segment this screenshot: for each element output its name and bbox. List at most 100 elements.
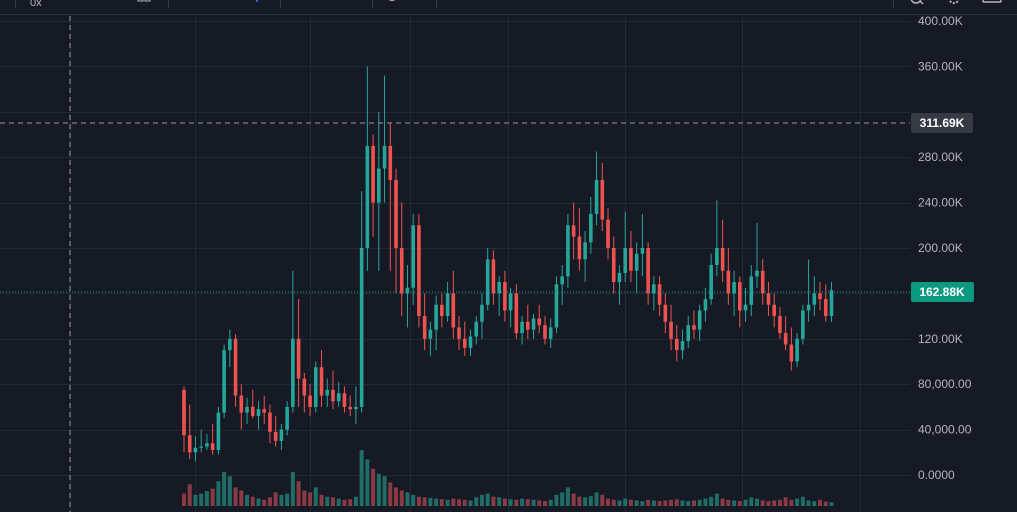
candle-body (726, 270, 731, 294)
candle-body (703, 299, 708, 311)
volume-bar (308, 492, 313, 506)
candle-body (634, 253, 639, 271)
price-axis-tick-label: 240.00K (918, 196, 963, 210)
price-axis-tick-label: 40,000.00 (918, 423, 972, 437)
candle-body (692, 325, 696, 330)
candle-body (680, 341, 685, 351)
candle-body (365, 145, 370, 248)
volume-bar (336, 498, 341, 506)
candle-body (319, 367, 324, 396)
volume-bar (634, 500, 639, 506)
volume-bar (330, 497, 335, 506)
crosshair-price-label: 311.69K (920, 116, 965, 130)
candle-body (457, 327, 461, 339)
volume-bar (319, 494, 324, 506)
candle-body (291, 338, 295, 407)
volume-bar (508, 499, 513, 506)
volume-bar (382, 476, 387, 506)
volume-bar (182, 493, 186, 506)
search-icon[interactable] (908, 0, 924, 10)
volume-bar (755, 498, 759, 506)
candle-body (554, 284, 559, 328)
volume-bar (548, 499, 553, 506)
candle-body (749, 276, 754, 305)
candle-body (548, 327, 553, 339)
candle-body (503, 282, 507, 311)
volume-bar (651, 500, 656, 506)
volume-bar (222, 471, 227, 506)
fullscreen-icon[interactable] (982, 0, 1002, 10)
candle-body (210, 443, 215, 451)
volume-bar (353, 496, 358, 506)
volume-bar (359, 450, 364, 506)
candle-body (806, 304, 811, 311)
interval-button[interactable]: 0x (30, 0, 42, 9)
volume-bar (422, 497, 427, 506)
volume-bar (749, 497, 754, 506)
candle-body (778, 316, 782, 334)
candle-body (245, 406, 249, 413)
settings-icon[interactable] (946, 0, 962, 10)
volume-bar (542, 501, 547, 506)
candle-body (474, 321, 479, 337)
candle-body (669, 321, 673, 339)
volume-bar (479, 494, 484, 506)
volume-bar (623, 498, 628, 506)
volume-bar (537, 500, 542, 506)
volume-bar (256, 498, 261, 506)
volume-bar (606, 498, 611, 506)
volume-bar (250, 496, 255, 506)
candle-body (818, 293, 822, 300)
candle-body (657, 284, 662, 305)
candle-body (279, 429, 284, 441)
price-candles (182, 66, 834, 462)
candle-body (571, 225, 576, 237)
volume-bar (646, 499, 651, 506)
volume-bar (457, 499, 462, 506)
volume-bar (411, 494, 416, 506)
volume-bar (434, 498, 439, 506)
price-axis[interactable]: 400.00K 360.00K 280.00K 240.00K 200.00K 120.0… (918, 14, 972, 482)
volume-bar (680, 500, 685, 506)
candle-body (663, 304, 668, 322)
candle-body (526, 321, 530, 330)
volume-bar (371, 468, 376, 506)
candle-body (399, 248, 404, 294)
candle-body (623, 248, 628, 273)
candle-body (222, 350, 226, 413)
indicator-icon[interactable] (254, 0, 260, 10)
volume-bar (199, 493, 204, 506)
candle-body (611, 248, 616, 283)
candle-body (462, 338, 467, 348)
volume-bar (617, 500, 622, 506)
layout-icon[interactable] (137, 0, 151, 10)
candle-body (228, 338, 232, 351)
candle-body (216, 412, 221, 451)
candle-body (388, 145, 393, 180)
volume-bar (416, 496, 421, 506)
crosshair (0, 16, 910, 512)
candle-body (629, 248, 633, 271)
candle-body (377, 168, 381, 203)
candle-body (646, 248, 650, 294)
candle-body (674, 338, 679, 351)
volume-bar (743, 499, 748, 506)
volume-bar (583, 497, 588, 506)
volume-bar (399, 490, 404, 506)
candle-body (296, 338, 301, 379)
volume-bar (273, 492, 278, 506)
volume-bar (376, 473, 381, 506)
candle-body (394, 179, 398, 248)
volume-bar (818, 499, 823, 506)
volume-bar (565, 487, 570, 506)
candle-body (256, 409, 261, 416)
volume-bar (204, 491, 209, 506)
last-price-label: 162.88K (919, 285, 965, 299)
undo-icon[interactable] (385, 0, 399, 10)
volume-bar (737, 501, 742, 506)
candle-body (583, 242, 587, 260)
volume-bar (760, 500, 765, 506)
candle-body (543, 325, 547, 339)
